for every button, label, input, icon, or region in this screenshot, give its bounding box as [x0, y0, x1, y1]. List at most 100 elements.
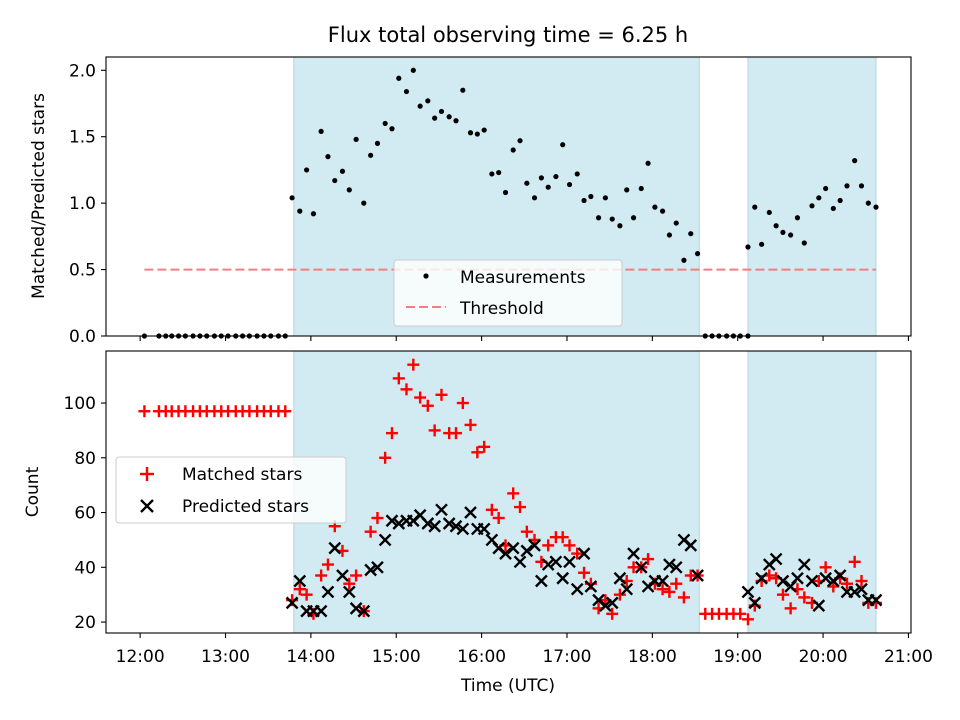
measurement-point	[780, 229, 786, 235]
measurement-point	[425, 98, 431, 104]
measurement-point	[524, 180, 530, 186]
measurement-point	[759, 241, 765, 247]
measurement-point	[304, 167, 310, 173]
predicted-star-point	[499, 547, 512, 560]
matched-star-point	[776, 588, 789, 601]
predicted-star-point	[328, 541, 342, 555]
measurement-point	[595, 215, 602, 221]
predicted-star-point	[620, 582, 634, 596]
predicted-star-point	[456, 522, 470, 536]
predicted-star-point	[385, 514, 399, 528]
measurement-point	[553, 173, 559, 180]
predicted-star-point	[776, 574, 790, 588]
y-tick-label: 20	[74, 613, 96, 633]
measurement-point	[417, 103, 423, 109]
measurement-point	[873, 204, 879, 210]
measurement-point	[630, 215, 637, 221]
x-tick-label: 14:00	[286, 647, 335, 667]
matched-star-point	[450, 427, 462, 440]
measurement-point	[688, 231, 694, 237]
matched-star-point	[784, 602, 797, 615]
measurement-point	[745, 244, 751, 250]
measurement-point	[624, 187, 630, 193]
matched-star-point	[279, 405, 292, 418]
matched-star-point	[656, 583, 669, 596]
measurement-point	[837, 197, 843, 204]
predicted-star-point	[797, 558, 811, 571]
measurement-point	[310, 211, 317, 217]
ratio-panel-legend: Measurements Threshold	[393, 259, 623, 327]
predicted-star-point	[342, 585, 356, 599]
matched-star-point	[556, 531, 569, 544]
predicted-star-point	[336, 569, 349, 582]
measurement-point	[517, 138, 523, 144]
y-tick-label: 0.5	[69, 261, 96, 281]
measurement-point	[403, 88, 410, 95]
measurement-point	[638, 185, 644, 192]
x-tick-label: 13:00	[201, 647, 250, 667]
measurement-point	[368, 152, 374, 158]
predicted-star-point	[285, 596, 299, 610]
measurement-point	[325, 154, 331, 160]
predicted-star-point	[669, 560, 683, 574]
matched-star-point	[670, 577, 683, 590]
matched-star-point	[542, 539, 555, 552]
predicted-star-point	[556, 571, 570, 585]
predicted-star-point	[428, 519, 442, 533]
predicted-star-point	[769, 552, 783, 566]
x-tick-label: 20:00	[799, 647, 848, 667]
predicted-star-point	[656, 574, 669, 588]
ratio-panel-ylabel: Matched/Predicted stars	[29, 93, 49, 299]
matched-star-point	[507, 487, 520, 500]
predicted-star-point	[748, 596, 762, 610]
measurement-point	[560, 142, 566, 148]
measurement-point	[645, 160, 651, 166]
predicted-star-point	[613, 571, 627, 585]
matched-star-point	[364, 525, 377, 538]
predicted-star-point	[349, 602, 363, 615]
predicted-star-point	[293, 574, 307, 588]
measurement-point	[318, 128, 324, 134]
observing-window	[747, 56, 877, 337]
y-tick-label: 0.0	[69, 327, 96, 347]
predicted-star-point	[833, 569, 847, 582]
measurement-point	[496, 169, 502, 176]
matched-star-point	[642, 553, 655, 566]
legend-matched-label: Matched stars	[182, 465, 302, 485]
matched-star-point	[613, 588, 626, 601]
measurement-point	[681, 257, 687, 263]
predicted-star-point	[535, 574, 548, 588]
predicted-star-point	[577, 547, 591, 560]
measurement-point	[858, 183, 865, 189]
x-tick-label: 21:00	[884, 647, 933, 667]
y-tick-label: 80	[74, 449, 96, 469]
predicted-star-point	[442, 517, 456, 530]
measurement-point	[794, 215, 801, 221]
matched-star-point	[855, 574, 868, 587]
measurement-point	[481, 127, 487, 133]
matched-star-point	[421, 399, 434, 412]
matched-star-point	[520, 525, 533, 538]
measurement-point	[545, 184, 551, 190]
y-tick-label: 2.0	[69, 61, 96, 81]
matched-star-point	[350, 569, 363, 582]
y-tick-label: 100	[64, 394, 96, 414]
matched-star-point	[798, 591, 811, 604]
x-tick-label: 19:00	[713, 647, 762, 667]
matched-star-point	[819, 561, 832, 574]
observing-window	[293, 350, 700, 634]
matched-star-point	[606, 607, 619, 620]
matched-star-point	[663, 585, 676, 598]
measurement-point	[389, 126, 395, 132]
measurement-point	[382, 120, 388, 127]
matched-star-point	[677, 591, 690, 604]
matched-star-point	[563, 539, 576, 552]
y-tick-label: 1.0	[69, 194, 96, 214]
legend-measurements-label: Measurements	[460, 268, 586, 288]
matched-star-point	[293, 583, 306, 596]
predicted-star-point	[541, 558, 555, 571]
measurement-point	[752, 204, 758, 210]
predicted-star-point	[392, 517, 406, 530]
predicted-star-point	[357, 604, 371, 618]
predicted-star-point	[506, 541, 520, 555]
